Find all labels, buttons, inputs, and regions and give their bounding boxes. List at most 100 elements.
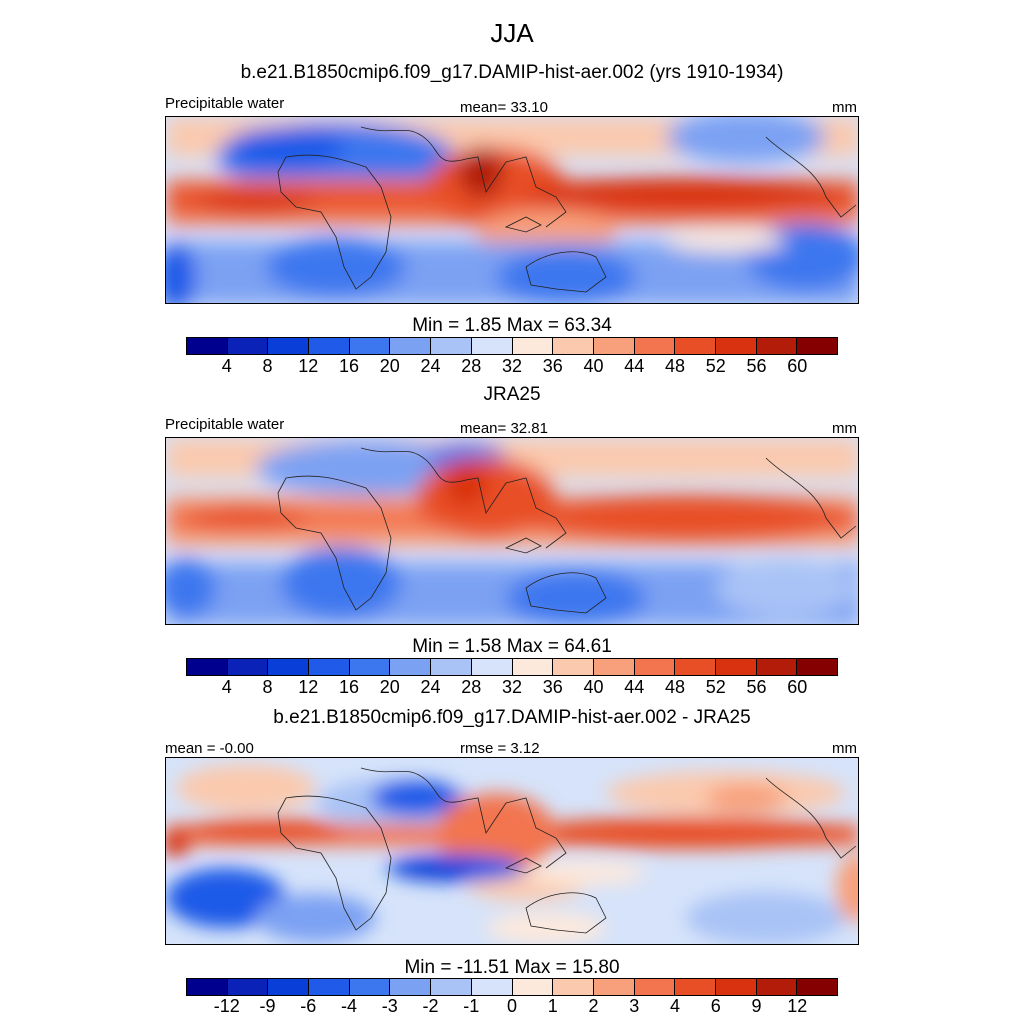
panel-3-title: b.e21.B1850cmip6.f09_g17.DAMIP-hist-aer.… xyxy=(273,707,751,728)
colorbar-swatch xyxy=(431,979,472,995)
colorbar-tick-label: 28 xyxy=(461,356,482,376)
colorbar-swatch xyxy=(512,338,554,354)
colorbar-tick-label: 12 xyxy=(298,677,319,697)
colorbar-swatch xyxy=(715,979,757,995)
colorbar-swatch xyxy=(471,659,513,675)
colorbar-tick-label: -12 xyxy=(213,996,240,1016)
colorbar-swatch xyxy=(715,659,757,675)
panel-1-variable-label: Precipitable water xyxy=(165,95,285,112)
panel-2-map xyxy=(165,437,859,625)
colorbar-tick-label: 24 xyxy=(420,356,441,376)
panel-3-minmax: Min = -11.51 Max = 15.80 xyxy=(404,957,620,978)
panel-3-colorbar-ticks: -12 -9 -6 -4 -3 -2 -1 0 1 2 3 4 6 9 12 xyxy=(186,996,838,1018)
colorbar-swatch xyxy=(675,979,716,995)
panel-3-map xyxy=(165,757,859,945)
colorbar-tick-label: 28 xyxy=(461,677,482,697)
colorbar-swatch xyxy=(227,659,269,675)
colorbar-tick-label: 16 xyxy=(338,356,360,376)
panel-1-mean-label: mean= 33.10 xyxy=(460,99,548,116)
panel-2-variable-label: Precipitable water xyxy=(165,416,285,433)
colorbar-swatch xyxy=(390,979,432,995)
page-title: JJA xyxy=(490,18,534,48)
colorbar-tick-label: 16 xyxy=(338,677,360,697)
panel-1-title: b.e21.B1850cmip6.f09_g17.DAMIP-hist-aer.… xyxy=(240,62,784,83)
colorbar-tick-label: 40 xyxy=(583,356,604,376)
panel-2-colorbar xyxy=(186,658,838,676)
colorbar-tick-label: 4 xyxy=(669,996,681,1016)
colorbar-tick-label: -9 xyxy=(259,996,276,1016)
colorbar-swatch xyxy=(512,979,554,995)
colorbar-swatch xyxy=(309,659,350,675)
colorbar-tick-label: 40 xyxy=(583,677,604,697)
colorbar-swatch xyxy=(227,338,269,354)
colorbar-tick-label: -3 xyxy=(381,996,398,1016)
colorbar-tick-label: 8 xyxy=(262,356,273,376)
colorbar-tick-label: 36 xyxy=(542,356,563,376)
colorbar-tick-label: 3 xyxy=(629,996,640,1016)
colorbar-swatch xyxy=(634,338,676,354)
colorbar-swatch xyxy=(309,979,350,995)
colorbar-tick-label: 0 xyxy=(506,996,518,1016)
colorbar-tick-label: 44 xyxy=(624,677,645,697)
colorbar-swatch xyxy=(187,338,228,354)
panel-2-minmax: Min = 1.58 Max = 64.61 xyxy=(412,636,612,657)
colorbar-swatch xyxy=(390,659,432,675)
colorbar-tick-label: 24 xyxy=(420,677,441,697)
colorbar-swatch xyxy=(553,338,594,354)
colorbar-swatch xyxy=(797,979,837,995)
colorbar-tick-label: 20 xyxy=(379,356,400,376)
panel-2-colorbar-ticks: 4 8 12 16 20 24 28 32 36 40 44 48 52 56 60 xyxy=(186,677,838,699)
colorbar-swatch xyxy=(268,979,310,995)
panel-1-map xyxy=(165,116,859,304)
colorbar-swatch xyxy=(675,659,716,675)
colorbar-tick-label: 44 xyxy=(624,356,645,376)
colorbar-swatch xyxy=(512,659,554,675)
colorbar-tick-label: 60 xyxy=(787,677,808,697)
colorbar-tick-label: 32 xyxy=(501,677,523,697)
colorbar-tick-label: -6 xyxy=(300,996,317,1016)
panel-2-units-label: mm xyxy=(832,420,857,437)
panel-1-colorbar-ticks: 4 8 12 16 20 24 28 32 36 40 44 48 52 56 60 xyxy=(186,356,838,378)
colorbar-tick-label: 12 xyxy=(787,996,808,1016)
colorbar-swatch xyxy=(187,659,228,675)
colorbar-swatch xyxy=(268,659,310,675)
panel-3-units-label: mm xyxy=(832,740,857,757)
colorbar-tick-label: 4 xyxy=(221,677,232,697)
colorbar-swatch xyxy=(431,659,472,675)
colorbar-tick-label: 4 xyxy=(221,356,232,376)
colorbar-swatch xyxy=(553,659,594,675)
colorbar-tick-label: 52 xyxy=(705,356,726,376)
colorbar-tick-label: 60 xyxy=(787,356,808,376)
colorbar-swatch xyxy=(553,979,594,995)
panel-1-units-label: mm xyxy=(832,99,857,116)
colorbar-tick-label: 36 xyxy=(542,677,563,697)
colorbar-swatch xyxy=(227,979,269,995)
panel-2-mean-label: mean= 32.81 xyxy=(460,420,548,437)
colorbar-tick-label: 32 xyxy=(501,356,523,376)
colorbar-tick-label: -4 xyxy=(340,996,358,1016)
colorbar-swatch xyxy=(349,979,391,995)
colorbar-tick-label: 52 xyxy=(705,677,726,697)
colorbar-tick-label: -2 xyxy=(422,996,439,1016)
colorbar-swatch xyxy=(390,338,432,354)
colorbar-tick-label: 2 xyxy=(588,996,599,1016)
colorbar-tick-label: 20 xyxy=(379,677,400,697)
colorbar-tick-label: 1 xyxy=(547,996,558,1016)
colorbar-swatch xyxy=(471,979,513,995)
colorbar-swatch xyxy=(593,338,635,354)
colorbar-swatch xyxy=(471,338,513,354)
colorbar-tick-label: 9 xyxy=(751,996,762,1016)
colorbar-swatch xyxy=(309,338,350,354)
colorbar-swatch xyxy=(797,659,837,675)
colorbar-tick-label: 48 xyxy=(664,677,686,697)
colorbar-swatch xyxy=(634,659,676,675)
colorbar-tick-label: 56 xyxy=(746,677,767,697)
colorbar-swatch xyxy=(756,659,798,675)
colorbar-swatch xyxy=(634,979,676,995)
colorbar-swatch xyxy=(187,979,228,995)
colorbar-swatch xyxy=(349,659,391,675)
colorbar-swatch xyxy=(593,659,635,675)
colorbar-tick-label: 8 xyxy=(262,677,273,697)
colorbar-tick-label: 56 xyxy=(746,356,767,376)
colorbar-swatch xyxy=(756,338,798,354)
